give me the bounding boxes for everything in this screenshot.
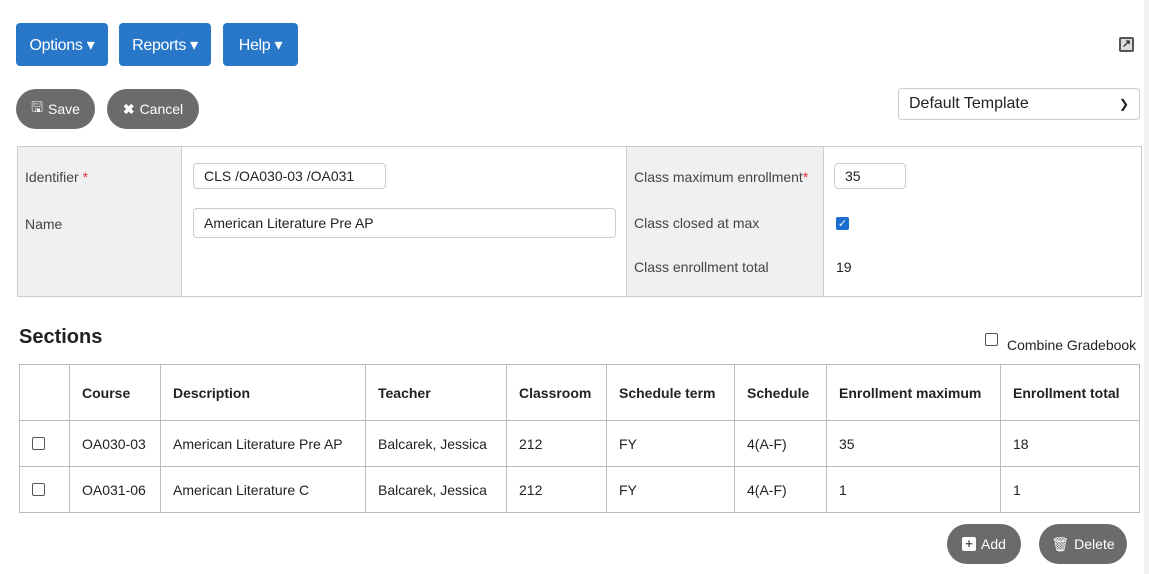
cell-schedule-term: FY: [606, 420, 735, 467]
plus-icon: +: [962, 537, 977, 551]
combine-gradebook-checkbox[interactable]: [985, 333, 998, 346]
cell-schedule: 4(A-F): [734, 466, 827, 513]
enrollment-total-label: Class enrollment total: [634, 259, 769, 275]
sections-title: Sections: [19, 326, 103, 348]
cell-course[interactable]: OA030-03: [69, 420, 161, 467]
table-row[interactable]: OA030-03 American Literature Pre AP Balc…: [19, 420, 1140, 467]
cell-course[interactable]: OA031-06: [69, 466, 161, 513]
close-icon: ✖: [122, 100, 135, 117]
header-teacher[interactable]: Teacher: [365, 364, 507, 421]
enrollment-total-value: 19: [836, 259, 852, 275]
delete-button[interactable]: 🗑 Delete: [1039, 524, 1127, 564]
class-form: Identifier * CLS /OA030-03 /OA031 Name A…: [17, 146, 1142, 297]
cell-classroom: 212: [506, 420, 607, 467]
add-button[interactable]: + Add: [947, 524, 1021, 564]
help-menu[interactable]: Help ▾: [223, 23, 298, 66]
closed-at-max-label: Class closed at max: [634, 215, 760, 231]
identifier-input[interactable]: CLS /OA030-03 /OA031: [193, 163, 386, 189]
table-header: Course Description Teacher Classroom Sch…: [19, 364, 1140, 421]
options-menu[interactable]: Options ▾: [16, 23, 108, 66]
name-input[interactable]: American Literature Pre AP: [193, 208, 616, 238]
scrollbar[interactable]: [1144, 0, 1149, 574]
header-enrollment-maximum[interactable]: Enrollment maximum: [826, 364, 1001, 421]
header-schedule[interactable]: Schedule: [734, 364, 827, 421]
cancel-button[interactable]: ✖ Cancel: [107, 89, 199, 129]
trash-icon: 🗑: [1051, 535, 1070, 552]
cell-description: American Literature Pre AP: [160, 420, 366, 467]
popout-icon[interactable]: ↗: [1119, 37, 1134, 52]
delete-label: Delete: [1074, 536, 1115, 552]
header-enrollment-total[interactable]: Enrollment total: [1000, 364, 1140, 421]
header-classroom[interactable]: Classroom: [506, 364, 607, 421]
closed-at-max-checkbox[interactable]: ✓: [836, 217, 849, 230]
combine-gradebook-label: Combine Gradebook: [1007, 337, 1137, 353]
chevron-down-icon: ❯: [1118, 97, 1129, 111]
cell-schedule-term: FY: [606, 466, 735, 513]
header-course[interactable]: Course: [69, 364, 161, 421]
cancel-label: Cancel: [139, 101, 184, 117]
cell-enrollment-total: 18: [1000, 420, 1140, 467]
save-icon: 🖫: [31, 99, 43, 115]
table-row[interactable]: OA031-06 American Literature C Balcarek,…: [19, 466, 1140, 513]
cell-description: American Literature C: [160, 466, 366, 513]
cell-classroom: 212: [506, 466, 607, 513]
template-select[interactable]: Default Template ❯: [898, 88, 1140, 120]
cell-enrollment-maximum: 35: [826, 420, 1001, 467]
header-description[interactable]: Description: [160, 364, 366, 421]
max-enrollment-input[interactable]: 35: [834, 163, 906, 189]
cell-enrollment-total: 1: [1000, 466, 1140, 513]
save-button[interactable]: 🖫 Save: [16, 89, 95, 129]
cell-teacher: Balcarek, Jessica: [365, 420, 507, 467]
add-label: Add: [981, 536, 1006, 552]
save-label: Save: [48, 101, 80, 117]
cell-enrollment-maximum: 1: [826, 466, 1001, 513]
cell-schedule: 4(A-F): [734, 420, 827, 467]
identifier-label: Identifier *: [25, 169, 89, 185]
reports-menu[interactable]: Reports ▾: [119, 23, 211, 66]
sections-table: Course Description Teacher Classroom Sch…: [19, 364, 1140, 513]
template-value: Default Template: [909, 95, 1029, 112]
header-schedule-term[interactable]: Schedule term: [606, 364, 735, 421]
cell-teacher: Balcarek, Jessica: [365, 466, 507, 513]
max-enrollment-label: Class maximum enrollment*: [634, 169, 809, 185]
row-checkbox[interactable]: [32, 483, 45, 496]
name-label: Name: [25, 216, 63, 232]
row-checkbox[interactable]: [32, 437, 45, 450]
